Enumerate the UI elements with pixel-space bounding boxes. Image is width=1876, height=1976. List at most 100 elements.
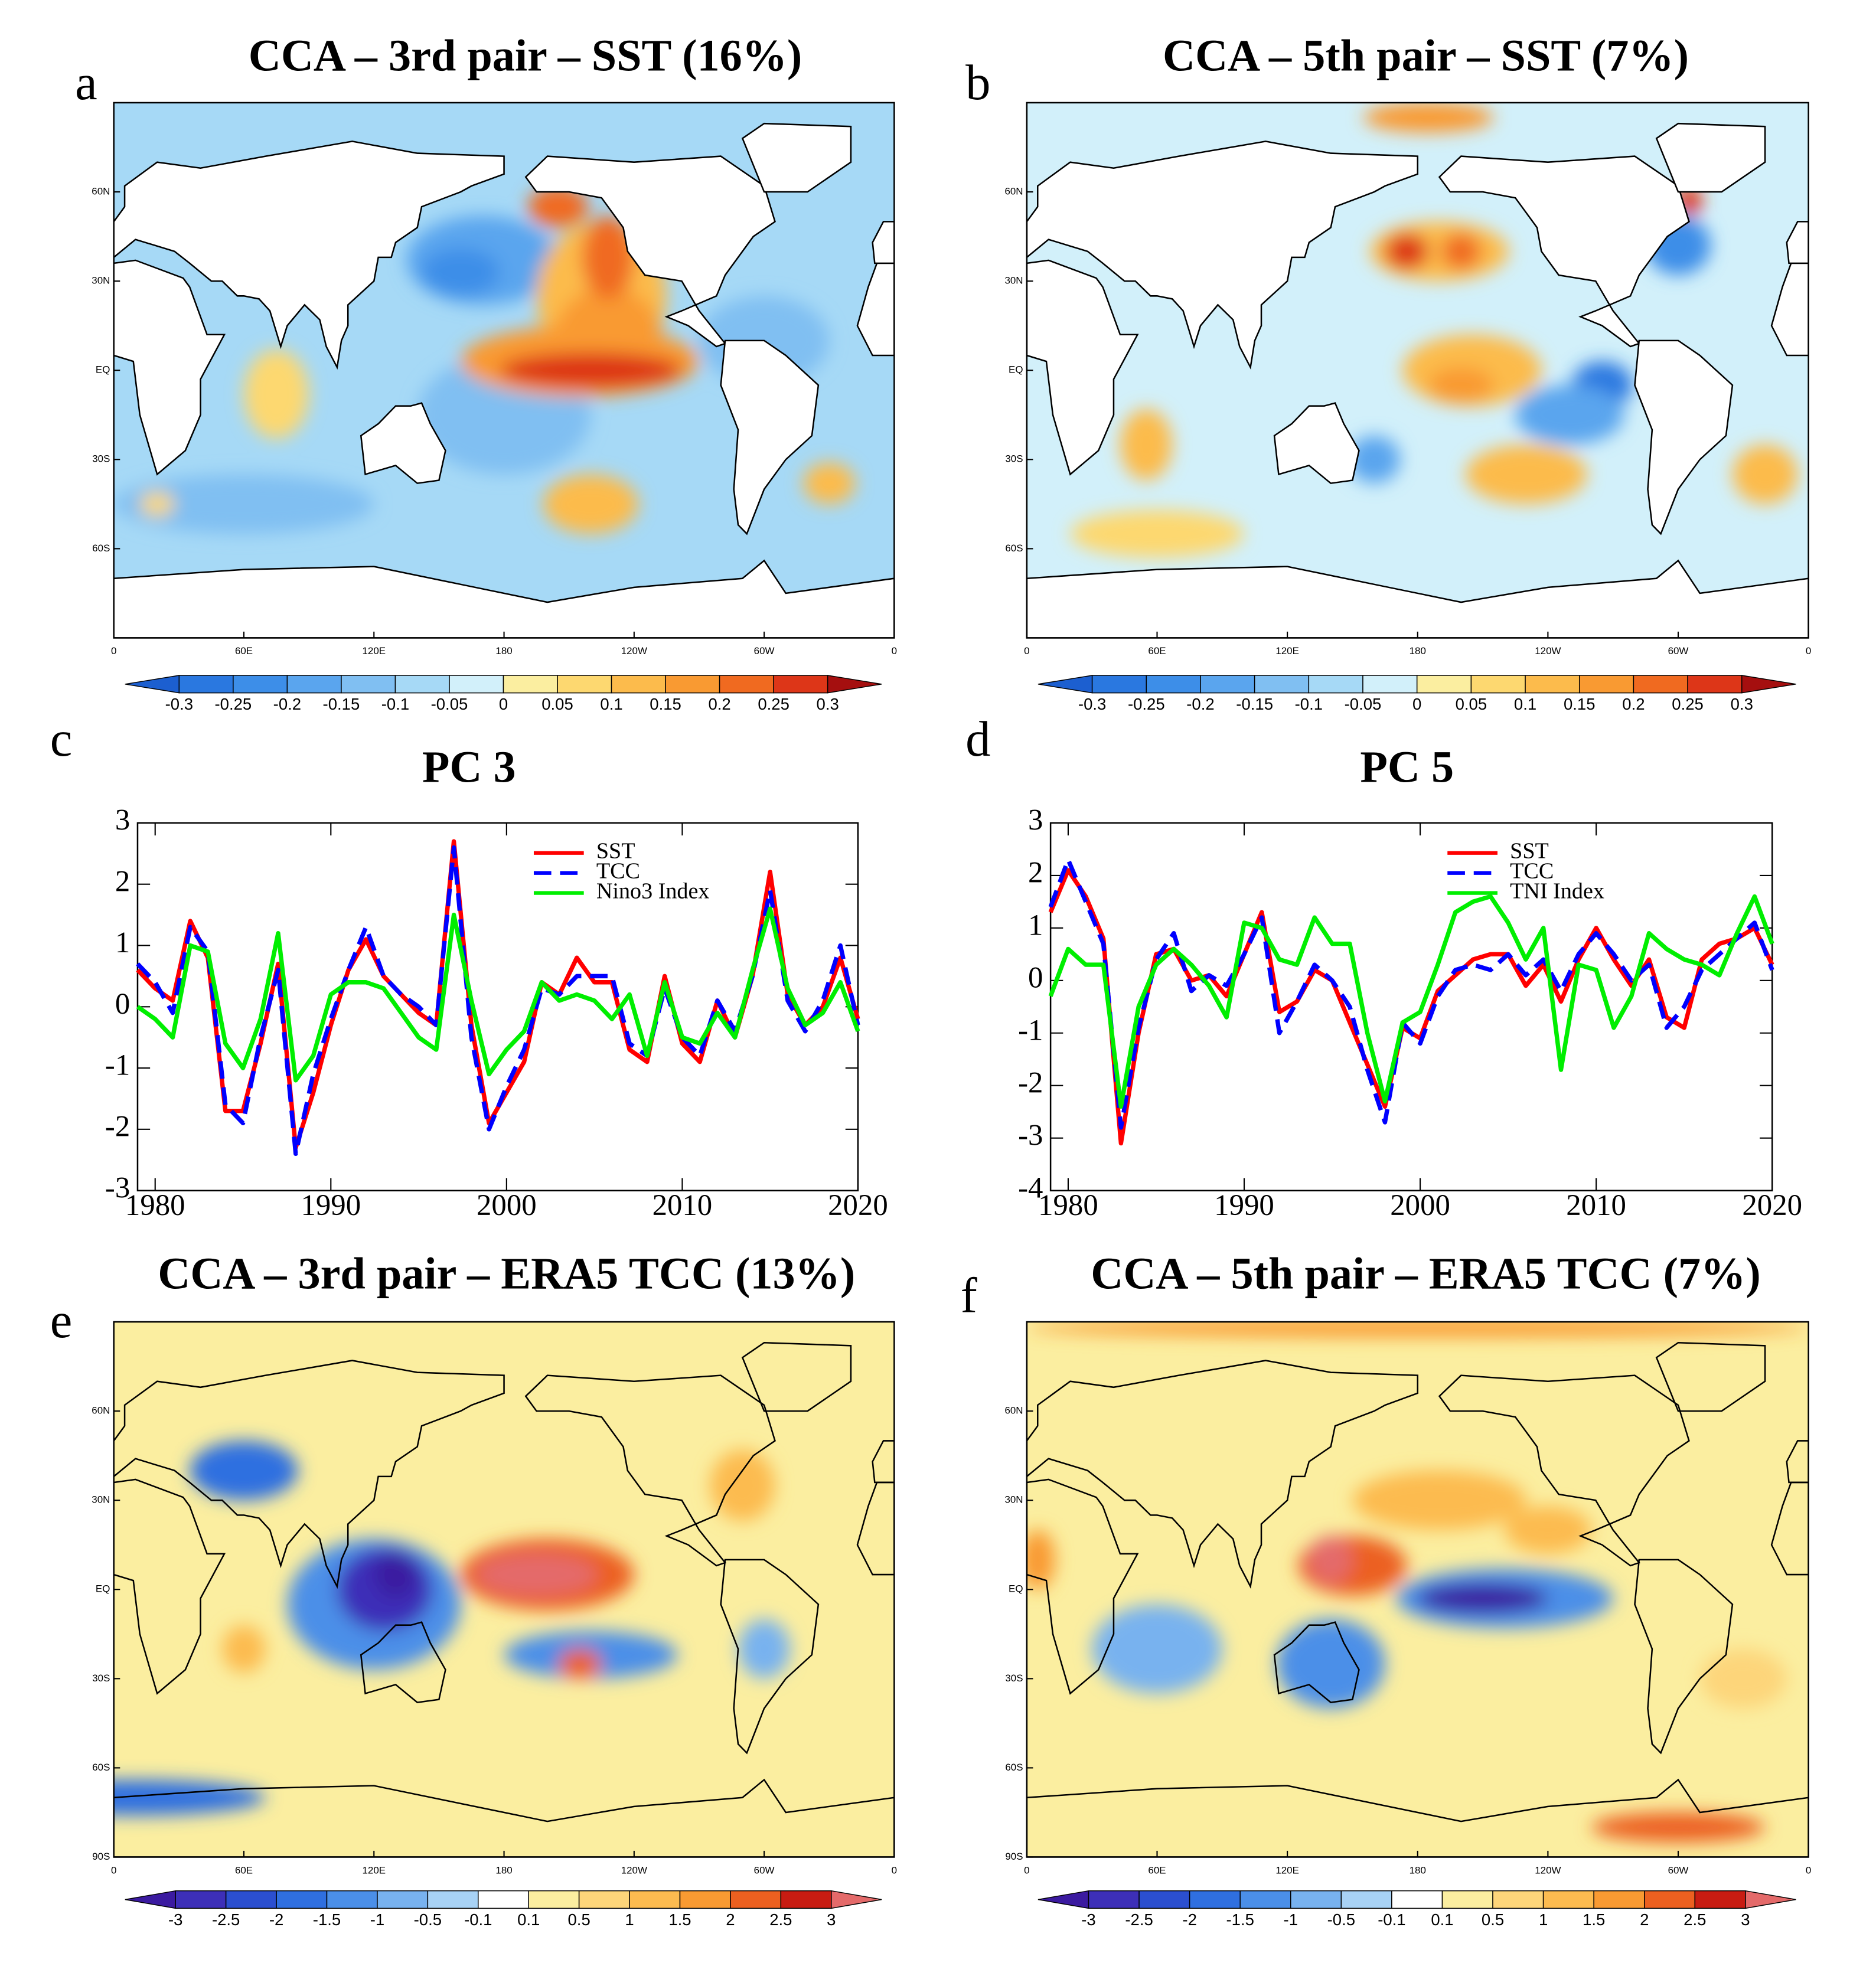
colorbar-label: 0.2 [1622,695,1645,713]
colorbar-label: 0.3 [1731,695,1753,713]
coastline [1655,1341,1766,1412]
y-tick-label: 1 [115,926,130,959]
colorbar-label: 0.25 [758,695,789,713]
colorbar-label: 0.25 [1672,695,1704,713]
colorbar-box [773,675,828,694]
colorbar-box [449,675,504,694]
coastline [1634,1559,1734,1755]
coastline [872,1440,895,1484]
colorbar-label: 1.5 [668,1910,691,1929]
colorbar-box [1138,1890,1190,1909]
y-tick-label: 30S [1005,1673,1023,1684]
anomaly-patch [422,248,500,296]
y-tick-label: -3 [105,1171,130,1204]
colorbar-end [1741,675,1796,694]
panel-label: d [965,712,990,767]
colorbar-box [1694,1890,1746,1909]
colorbar-label: 0 [1412,695,1421,713]
y-tick-label: 30S [92,453,110,465]
chart-title: PC 5 [1360,743,1454,792]
x-tick-label: 0 [111,645,116,657]
x-tick-label: 120W [1535,645,1561,657]
chart-title: CCA – 5th pair – ERA5 TCC (7%) [1091,1249,1760,1298]
x-tick-label: 60E [235,645,253,657]
x-tick-label: 0 [1806,645,1811,657]
colorbar-label: 0.3 [817,695,839,713]
colorbar-box [528,1890,580,1909]
colorbar-box [665,675,720,694]
colorbar-label: 0.1 [517,1910,540,1929]
y-tick-label: 3 [115,804,130,837]
y-tick-label: 60S [92,543,110,554]
anomaly-patch [1070,509,1244,558]
colorbar-box [629,1890,681,1909]
panel-label: c [50,712,73,767]
coastline [1770,1481,1809,1576]
x-tick-label: 0 [892,1864,897,1876]
anomaly-patch [244,349,309,439]
coastline [1655,122,1766,193]
x-tick-label: 0 [892,645,897,657]
y-tick-label: -4 [1018,1171,1043,1204]
coastline [1786,221,1809,264]
colorbar-label: 3 [827,1910,836,1929]
anomaly-patch [1026,1530,1055,1590]
y-tick-label: 1 [1028,909,1043,942]
colorbar-label: -0.2 [1186,695,1214,713]
colorbar-box [1290,1890,1342,1909]
coastline [856,262,895,357]
coastline [1634,339,1734,535]
colorbar-box [1340,1890,1392,1909]
legend-label: TCC [596,858,640,883]
colorbar-label: 1 [1539,1910,1548,1929]
coastline [872,221,895,264]
colorbar-label: -2.5 [1125,1910,1153,1929]
colorbar-box [1254,675,1310,694]
colorbar-label: 0.5 [1482,1910,1504,1929]
y-tick-label: 30S [1005,453,1023,465]
coastline [1273,1621,1360,1703]
colorbar-box [427,1890,479,1909]
coastline [1770,262,1809,357]
colorbar-label: -0.15 [1236,695,1273,713]
series-line [136,845,860,1157]
coastline [1026,259,1139,476]
colorbar-box [1687,675,1743,694]
x-tick-label: 120W [621,645,647,657]
y-tick-label: 60S [92,1762,110,1773]
colorbar-box [1441,1890,1493,1909]
colorbar-label: -3 [168,1910,182,1929]
coastline [1026,1778,1809,1857]
y-tick-label: -2 [105,1110,130,1143]
coastline [1026,1478,1139,1695]
panel-label: f [961,1268,978,1323]
x-tick-label: 1990 [1214,1188,1274,1221]
colorbar-end [125,675,180,694]
x-tick-label: 60E [235,1864,253,1876]
x-tick-label: 1980 [125,1188,185,1221]
x-tick-label: 2020 [1742,1188,1802,1221]
series-line [1048,868,1774,1146]
plot-frame [1049,822,1773,1191]
y-tick-label: 3 [1028,804,1043,837]
colorbar-end [1745,1890,1796,1909]
colorbar-end [1037,675,1093,694]
colorbar-box [1088,1890,1140,1909]
anomaly-patch [1092,1604,1222,1694]
chart-title: CCA – 3rd pair – SST (16%) [249,31,802,80]
map-field [1026,102,1809,638]
colorbar-box [1200,675,1255,694]
anomaly-patch [803,462,856,504]
colorbar-label: -1.5 [1226,1910,1254,1929]
coastline [1026,141,1419,370]
x-tick-label: 60W [754,1864,775,1876]
legend-label: TCC [1510,858,1554,883]
colorbar-box [1578,675,1634,694]
anomaly-patch [374,1550,417,1599]
anomaly-patch [1276,1619,1385,1709]
coastline [1026,1360,1419,1589]
colorbar-end [125,1890,176,1909]
colorbar-label: -0.5 [414,1910,442,1929]
legend-label: TNI Index [1510,878,1604,903]
anomaly-patch [190,1441,298,1501]
